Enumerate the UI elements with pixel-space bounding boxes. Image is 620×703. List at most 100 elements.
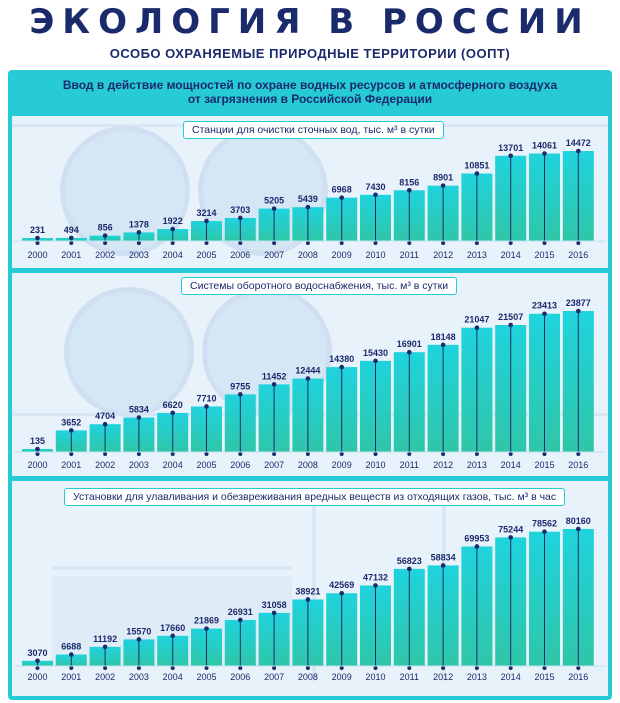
bar-top-marker [576, 148, 581, 154]
bar-top-marker [474, 325, 480, 331]
pipe-illustration [52, 566, 292, 570]
bar-base-marker [305, 241, 310, 245]
bar-top-marker [170, 226, 175, 232]
value-label: 1378 [129, 219, 149, 229]
bar-base-marker [576, 666, 581, 670]
bar-top-marker [69, 235, 74, 241]
value-label: 23877 [566, 298, 591, 308]
year-label: 2005 [196, 672, 216, 682]
bar-base-marker [339, 666, 344, 670]
value-label: 6968 [332, 185, 352, 195]
year-label: 2004 [163, 672, 183, 682]
bar-base-marker [373, 241, 378, 245]
year-label: 2001 [61, 250, 81, 260]
bar-base-marker [474, 666, 479, 670]
value-label: 494 [64, 225, 79, 235]
bar-base-marker [69, 452, 74, 456]
pipe-illustration [312, 501, 316, 681]
bar-top-marker [204, 218, 209, 224]
year-label: 2009 [332, 250, 352, 260]
bar-top-marker [136, 637, 142, 642]
bar-top-marker [204, 626, 209, 631]
bar-top-marker [35, 658, 40, 664]
bar-base-marker [238, 452, 243, 456]
bar-top-marker [474, 171, 480, 176]
chart-3-title: Установки для улавливания и обезвреживан… [64, 488, 566, 506]
bar-base-marker [339, 452, 344, 456]
bar-top-marker [440, 183, 446, 188]
bar-top-marker [339, 364, 345, 370]
heading-line-1: Ввод в действие мощностей по охране водн… [62, 78, 558, 92]
bar-top-marker [373, 583, 378, 588]
year-label: 2002 [95, 672, 115, 682]
infographic-heading: Ввод в действие мощностей по охране водн… [8, 78, 612, 106]
year-label: 2009 [332, 460, 352, 470]
bar-base-marker [508, 452, 513, 456]
year-label: 2000 [27, 250, 47, 260]
value-label: 12444 [295, 366, 320, 376]
value-label: 856 [98, 223, 113, 233]
value-label: 21047 [464, 315, 489, 325]
bar-top-marker [35, 235, 40, 241]
bar-base-marker [204, 241, 209, 245]
bar-top-marker [373, 358, 378, 364]
year-label: 2005 [196, 250, 216, 260]
value-label: 5439 [298, 194, 318, 204]
bar-top-marker [35, 446, 40, 452]
bar-top-marker [102, 644, 108, 650]
year-label: 2004 [163, 460, 183, 470]
bar-base-marker [69, 241, 74, 245]
value-label: 69953 [464, 533, 489, 543]
bar-top-marker [474, 544, 480, 549]
year-label: 2014 [501, 250, 521, 260]
value-label: 3652 [61, 417, 81, 427]
value-label: 10851 [464, 161, 489, 171]
bar-top-marker [542, 529, 547, 535]
value-label: 16901 [397, 339, 422, 349]
year-label: 2014 [501, 460, 521, 470]
year-label: 2012 [433, 250, 453, 260]
value-label: 8901 [433, 173, 453, 183]
value-label: 17660 [160, 623, 185, 633]
bar-base-marker [35, 241, 40, 245]
bar-base-marker [272, 452, 277, 456]
bar-base-marker [576, 452, 581, 456]
bar-base-marker [238, 666, 243, 670]
chart-sewage-treatment: 231 2000 494 2001 856 2002 1378 2003 1922 2004 321… [14, 138, 606, 260]
bar-top-marker [576, 308, 581, 314]
bar-base-marker [407, 666, 412, 670]
bar-top-marker [407, 349, 412, 355]
year-label: 2015 [534, 672, 554, 682]
bar-top-marker [271, 610, 277, 616]
value-label: 11192 [93, 634, 117, 644]
year-label: 2003 [129, 672, 149, 682]
bar-base-marker [441, 241, 446, 245]
value-label: 18148 [431, 332, 456, 342]
value-label: 6620 [163, 400, 183, 410]
value-label: 31058 [262, 600, 287, 610]
bar-base-marker [103, 666, 108, 670]
value-label: 14380 [329, 354, 354, 364]
value-label: 231 [30, 225, 45, 235]
bar-top-marker [136, 415, 142, 420]
value-label: 3070 [27, 648, 47, 658]
value-label: 58834 [431, 552, 456, 562]
bar-base-marker [69, 666, 74, 670]
bar-base-marker [170, 452, 175, 456]
chart-water-recycling: 135 2000 3652 2001 4704 2002 5834 2003 6620 2004 7… [14, 298, 606, 470]
value-label: 21869 [194, 616, 219, 626]
year-label: 2001 [61, 672, 81, 682]
bar-base-marker [35, 452, 40, 456]
year-label: 2002 [95, 250, 115, 260]
value-label: 3703 [230, 205, 250, 215]
bar-base-marker [542, 452, 547, 456]
bar-base-marker [542, 666, 547, 670]
bar-base-marker [136, 452, 141, 456]
year-label: 2002 [95, 460, 115, 470]
year-label: 2007 [264, 672, 284, 682]
bar-base-marker [441, 666, 446, 670]
bar-base-marker [407, 452, 412, 456]
year-label: 2005 [196, 460, 216, 470]
year-label: 2007 [264, 250, 284, 260]
bar-top-marker [204, 404, 209, 409]
